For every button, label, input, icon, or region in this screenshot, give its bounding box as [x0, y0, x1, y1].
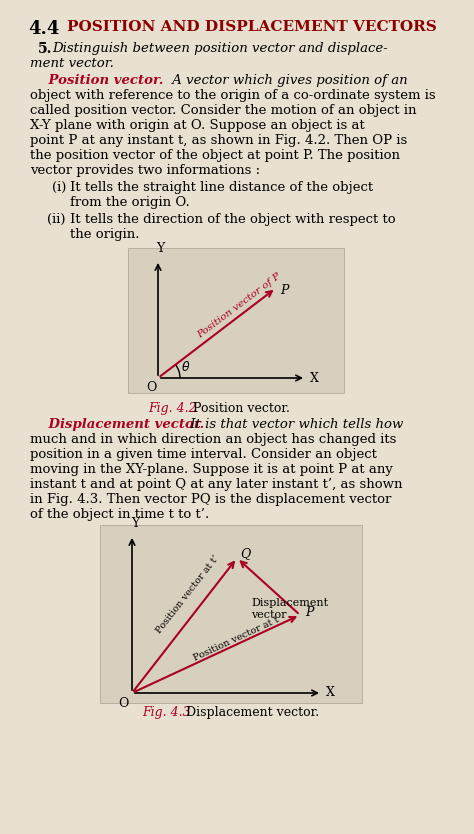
Text: It tells the direction of the object with respect to: It tells the direction of the object wit… — [70, 213, 396, 226]
Text: Position vector of P: Position vector of P — [196, 271, 283, 340]
Text: (i): (i) — [52, 181, 66, 194]
Text: Position vector at t’: Position vector at t’ — [154, 554, 220, 635]
Text: object with reference to the origin of a co-ordinate system is: object with reference to the origin of a… — [30, 89, 436, 102]
Text: It tells the straight line distance of the object: It tells the straight line distance of t… — [70, 181, 373, 194]
Text: O: O — [118, 697, 128, 710]
Text: Y: Y — [156, 242, 164, 255]
Text: A vector which gives position of an: A vector which gives position of an — [168, 74, 408, 87]
Text: O: O — [146, 381, 156, 394]
FancyBboxPatch shape — [100, 525, 362, 703]
Text: instant t and at point Q at any later instant t’, as shown: instant t and at point Q at any later in… — [30, 478, 402, 491]
Text: Y: Y — [131, 517, 139, 530]
Text: Fig. 4.2: Fig. 4.2 — [148, 402, 197, 415]
Text: Displacement
vector: Displacement vector — [251, 598, 328, 620]
Text: moving in the XY-plane. Suppose it is at point P at any: moving in the XY-plane. Suppose it is at… — [30, 463, 393, 476]
Text: P: P — [305, 606, 313, 620]
Text: 4.4: 4.4 — [28, 20, 59, 38]
Text: Q: Q — [240, 547, 250, 560]
Text: much and in which direction an object has changed its: much and in which direction an object ha… — [30, 433, 396, 446]
Text: called position vector. Consider the motion of an object in: called position vector. Consider the mot… — [30, 104, 417, 117]
Text: X: X — [310, 371, 319, 384]
Text: Position vector at t: Position vector at t — [192, 615, 281, 663]
Text: 5.: 5. — [38, 42, 53, 56]
FancyBboxPatch shape — [128, 248, 344, 393]
Text: in Fig. 4.3. Then vector PQ is the displacement vector: in Fig. 4.3. Then vector PQ is the displ… — [30, 493, 392, 506]
Text: Position vector.: Position vector. — [185, 402, 290, 415]
Text: ment vector.: ment vector. — [30, 57, 114, 70]
Text: P: P — [280, 284, 288, 297]
Text: the position vector of the object at point P. The position: the position vector of the object at poi… — [30, 149, 400, 162]
Text: position in a given time interval. Consider an object: position in a given time interval. Consi… — [30, 448, 377, 461]
Text: the origin.: the origin. — [70, 228, 139, 241]
Text: X-Y plane with origin at O. Suppose an object is at: X-Y plane with origin at O. Suppose an o… — [30, 119, 365, 132]
Text: POSITION AND DISPLACEMENT VECTORS: POSITION AND DISPLACEMENT VECTORS — [67, 20, 437, 34]
Text: Position vector.: Position vector. — [30, 74, 164, 87]
Text: from the origin O.: from the origin O. — [70, 196, 190, 209]
Text: $\theta$: $\theta$ — [181, 360, 191, 374]
Text: point P at any instant t, as shown in Fig. 4.2. Then OP is: point P at any instant t, as shown in Fi… — [30, 134, 407, 147]
Text: of the object in time t to t’.: of the object in time t to t’. — [30, 508, 209, 521]
Text: Displacement vector.: Displacement vector. — [182, 706, 319, 719]
Text: vector provides two informations :: vector provides two informations : — [30, 164, 260, 177]
Text: Fig. 4.3: Fig. 4.3 — [142, 706, 191, 719]
Text: X: X — [326, 686, 335, 700]
Text: Displacement vector.: Displacement vector. — [30, 418, 204, 431]
Text: (ii): (ii) — [47, 213, 65, 226]
Text: It is that vector which tells how: It is that vector which tells how — [186, 418, 403, 431]
Text: Distinguish between position vector and displace-: Distinguish between position vector and … — [52, 42, 388, 55]
